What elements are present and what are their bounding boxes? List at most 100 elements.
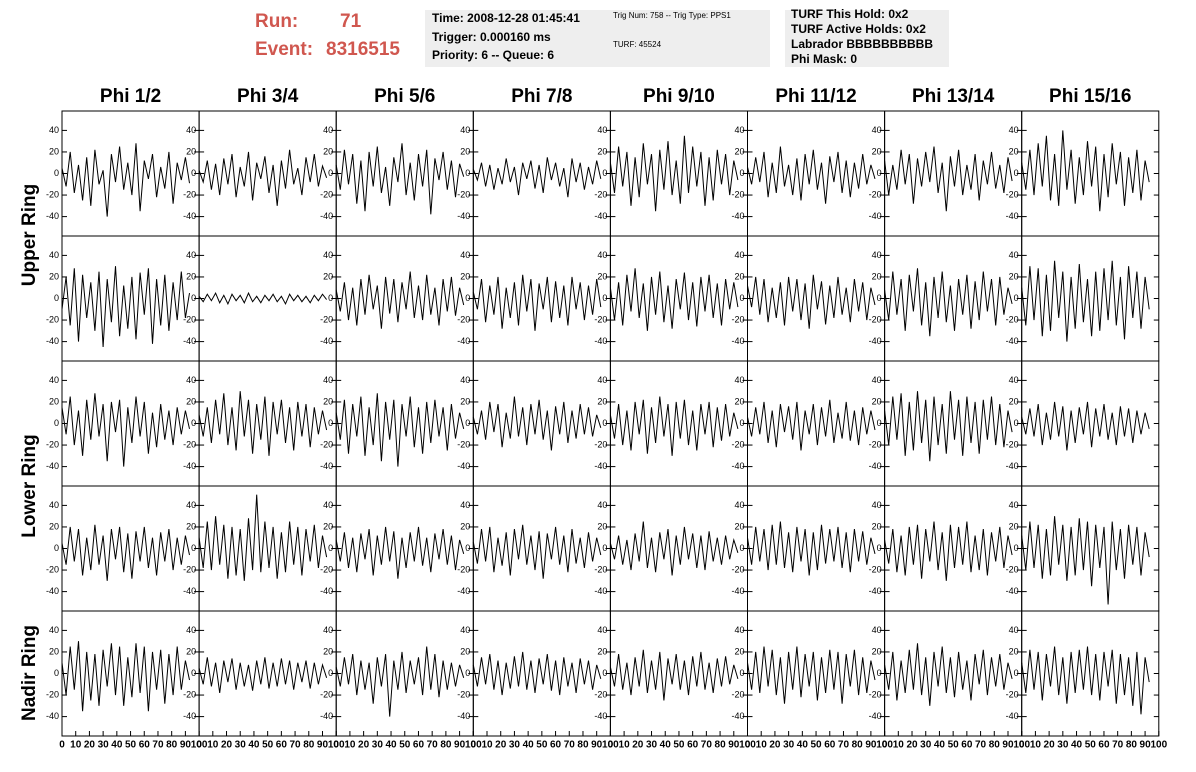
y-tick-label: -20: [320, 189, 333, 199]
y-tick-label: -20: [1006, 439, 1019, 449]
x-tick-label: 30: [235, 740, 247, 751]
y-tick-label: 40: [872, 250, 882, 260]
y-tick-label: 0: [602, 418, 607, 428]
column-label: Phi 3/4: [237, 86, 299, 107]
y-tick-label: 20: [597, 396, 607, 406]
x-tick-label: 60: [1098, 740, 1110, 751]
x-tick-label: 10: [893, 740, 905, 751]
y-tick-label: 40: [186, 250, 196, 260]
y-tick-label: 20: [460, 646, 470, 656]
waveform: [61, 641, 190, 712]
row-label: Nadir Ring: [19, 625, 40, 721]
x-tick-label: 40: [248, 740, 260, 751]
panel-frame: [472, 485, 611, 612]
x-tick-label: 90: [317, 740, 329, 751]
panel-frame: [747, 485, 886, 612]
column-label: Phi 5/6: [374, 86, 435, 107]
y-tick-label: -40: [1006, 586, 1019, 596]
y-tick-label: 40: [323, 375, 333, 385]
y-tick-label: 0: [191, 418, 196, 428]
y-tick-label: -20: [594, 689, 607, 699]
x-tick-label: 70: [564, 740, 576, 751]
waveform: [472, 524, 602, 579]
y-tick-label: 20: [872, 146, 882, 156]
y-tick-label: 40: [597, 500, 607, 510]
x-tick-label: 70: [838, 740, 850, 751]
y-tick-label: -40: [320, 586, 333, 596]
waveform: [472, 274, 602, 331]
y-tick-label: 40: [872, 375, 882, 385]
x-tick-label: 40: [660, 740, 672, 751]
x-tick-label: 60: [961, 740, 973, 751]
y-tick-label: 0: [877, 293, 882, 303]
x-tick-label: 10: [1030, 740, 1042, 751]
y-tick-label: 40: [186, 125, 196, 135]
waveform: [1021, 260, 1150, 342]
column-label: Phi 15/16: [1049, 86, 1131, 107]
panel-frame: [609, 110, 749, 237]
info-box: [606, 10, 770, 67]
y-tick-label: -20: [183, 189, 196, 199]
y-tick-label: 40: [734, 125, 744, 135]
x-tick-label: 100: [328, 740, 345, 751]
x-tick-label: 30: [646, 740, 658, 751]
y-tick-label: 0: [1014, 418, 1019, 428]
y-tick-label: 0: [191, 668, 196, 678]
column-label: Phi 13/14: [912, 86, 995, 107]
x-tick-label: 90: [865, 740, 877, 751]
y-tick-label: -40: [183, 711, 196, 721]
y-tick-label: -20: [457, 314, 470, 324]
column-label: Phi 7/8: [511, 86, 572, 107]
x-tick-label: 60: [687, 740, 699, 751]
event-label: Event:: [255, 39, 313, 60]
y-tick-label: 40: [49, 125, 59, 135]
y-tick-label: 20: [734, 646, 744, 656]
y-tick-label: -40: [594, 586, 607, 596]
x-tick-label: 70: [290, 740, 302, 751]
x-tick-label: 70: [1112, 740, 1124, 751]
y-tick-label: 40: [186, 375, 196, 385]
y-tick-label: 40: [597, 125, 607, 135]
y-tick-label: 40: [323, 625, 333, 635]
y-tick-label: 40: [49, 250, 59, 260]
x-tick-label: 90: [180, 740, 192, 751]
y-tick-label: 20: [734, 521, 744, 531]
column-label: Phi 11/12: [775, 86, 856, 107]
y-tick-label: 40: [460, 500, 470, 510]
y-tick-label: -40: [1006, 711, 1019, 721]
y-tick-label: -20: [320, 564, 333, 574]
waveform: [1021, 130, 1150, 212]
info-text: TURF This Hold: 0x2: [791, 7, 909, 21]
y-tick-label: -40: [731, 336, 744, 346]
y-tick-label: 0: [191, 168, 196, 178]
panel-frame: [61, 110, 200, 237]
panel-frame: [1021, 360, 1160, 487]
x-tick-label: 10: [207, 740, 219, 751]
y-tick-label: 40: [460, 375, 470, 385]
y-tick-label: 0: [328, 668, 333, 678]
y-tick-label: 20: [872, 271, 882, 281]
x-tick-label: 0: [59, 740, 65, 751]
y-tick-label: -40: [183, 211, 196, 221]
y-tick-label: 20: [734, 146, 744, 156]
y-tick-label: 0: [877, 668, 882, 678]
waveform: [335, 143, 465, 215]
panel-frame: [198, 110, 337, 237]
info-text: Phi Mask: 0: [791, 52, 857, 66]
y-tick-label: 40: [186, 500, 196, 510]
waveform: [884, 391, 1013, 462]
y-tick-label: -40: [457, 461, 470, 471]
y-tick-label: 0: [465, 293, 470, 303]
panel-frame: [747, 360, 886, 487]
y-tick-label: -40: [731, 461, 744, 471]
y-tick-label: -40: [183, 461, 196, 471]
panel-frame: [609, 485, 749, 612]
y-tick-label: 0: [1014, 293, 1019, 303]
y-tick-label: -20: [594, 564, 607, 574]
y-tick-label: -40: [594, 461, 607, 471]
y-tick-label: 40: [1009, 625, 1019, 635]
y-tick-label: -40: [457, 711, 470, 721]
y-tick-label: 40: [597, 250, 607, 260]
x-tick-label: 10: [70, 740, 82, 751]
y-tick-label: -40: [1006, 461, 1019, 471]
